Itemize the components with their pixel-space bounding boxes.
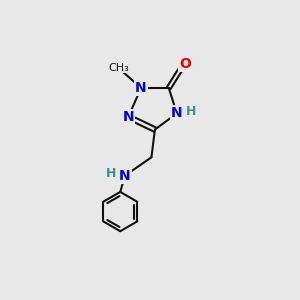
Text: N: N: [119, 169, 131, 183]
Text: N: N: [122, 110, 134, 124]
Text: O: O: [179, 57, 191, 71]
Text: N: N: [135, 81, 147, 95]
Text: CH₃: CH₃: [109, 63, 130, 73]
Text: H: H: [106, 167, 116, 180]
Text: H: H: [185, 105, 196, 118]
Text: N: N: [171, 106, 183, 120]
